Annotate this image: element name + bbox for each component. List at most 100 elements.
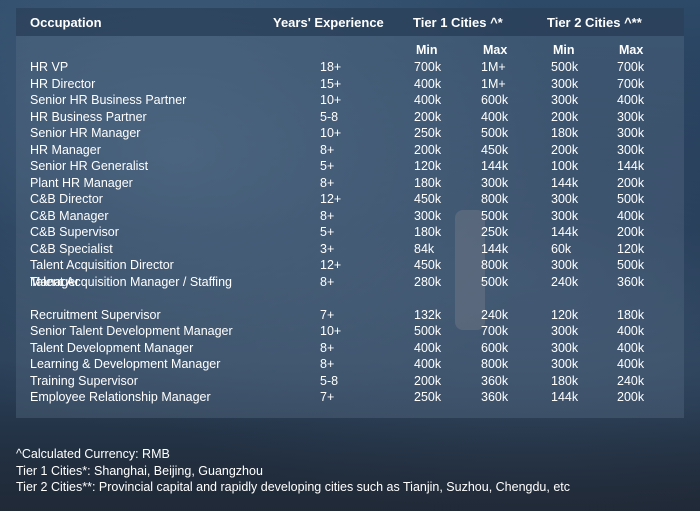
tier2-max-cell: 400k xyxy=(617,357,645,371)
tier1-max-cell: 800k xyxy=(481,258,509,272)
tier2-min-cell: 200k xyxy=(551,109,579,124)
tier1-min-cell: 500k xyxy=(414,324,442,338)
experience-cell: 5-8 xyxy=(320,109,339,124)
experience-cell: 15+ xyxy=(320,76,342,91)
tier2-max-cell: 400k xyxy=(617,208,645,223)
tier1-max-cell: 500k xyxy=(481,126,509,140)
footnotes: ^Calculated Currency: RMB Tier 1 Cities*… xyxy=(16,446,570,496)
experience-cell: 8+ xyxy=(320,208,335,223)
tier1-max-cell: 250k xyxy=(481,225,509,239)
table-header-band xyxy=(16,8,684,36)
occupation-cell: C&B Manager xyxy=(30,208,109,223)
experience-cell: 8+ xyxy=(320,357,335,371)
occupation-cell: Talent Acquisition Manager / Staffing xyxy=(30,274,232,289)
tier1-min-cell: 250k xyxy=(414,390,442,404)
tier2-min-cell: 60k xyxy=(551,241,572,256)
tier1-max-cell: 600k xyxy=(481,93,509,107)
header-tier2-min: Min xyxy=(553,43,575,57)
occupation-cell: HR Director xyxy=(30,76,96,91)
tier1-min-cell: 180k xyxy=(414,175,442,190)
tier2-min-cell: 300k xyxy=(551,208,579,223)
header-tier2-max: Max xyxy=(619,43,644,57)
salary-table-panel xyxy=(16,8,684,418)
occupation-cell: Talent Acquisition Director xyxy=(30,258,174,272)
tier1-max-cell: 600k xyxy=(481,340,509,355)
tier2-min-cell: 300k xyxy=(551,324,579,338)
tier1-min-cell: 400k xyxy=(414,93,442,107)
experience-cell: 18+ xyxy=(320,60,342,74)
occupation-cell: Recruitment Supervisor xyxy=(30,307,161,322)
tier1-min-cell: 120k xyxy=(414,159,442,173)
tier1-max-cell: 144k xyxy=(481,159,509,173)
tier2-min-cell: 300k xyxy=(551,93,579,107)
experience-cell: 7+ xyxy=(320,307,335,322)
occupation-cell-continued: Manager xyxy=(30,274,80,289)
experience-cell: 5+ xyxy=(320,225,335,239)
tier1-min-cell: 84k xyxy=(414,241,435,256)
tier2-min-cell: 180k xyxy=(551,126,579,140)
tier1-max-cell: 360k xyxy=(481,373,509,388)
header-tier1-cities: Tier 1 Cities ^* xyxy=(413,15,503,30)
occupation-cell: Senior HR Manager xyxy=(30,126,141,140)
tier2-min-cell: 144k xyxy=(551,225,579,239)
experience-cell: 8+ xyxy=(320,340,335,355)
experience-cell: 8+ xyxy=(320,274,335,289)
experience-cell: 12+ xyxy=(320,192,342,206)
tier1-min-cell: 132k xyxy=(414,307,442,322)
tier1-max-cell: 800k xyxy=(481,192,509,206)
tier2-max-cell: 700k xyxy=(617,76,645,91)
tier1-min-cell: 280k xyxy=(414,274,442,289)
tier1-min-cell: 200k xyxy=(414,142,442,157)
occupation-cell: C&B Supervisor xyxy=(30,225,119,239)
experience-cell: 10+ xyxy=(320,324,342,338)
occupation-cell: HR Business Partner xyxy=(30,109,147,124)
tier1-max-cell: 800k xyxy=(481,357,509,371)
tier2-max-cell: 200k xyxy=(617,175,645,190)
occupation-cell: Talent Development Manager xyxy=(30,340,194,355)
tier1-max-cell: 1M+ xyxy=(481,76,506,91)
experience-cell: 8+ xyxy=(320,175,335,190)
tier1-max-cell: 700k xyxy=(481,324,509,338)
tier1-min-cell: 400k xyxy=(414,76,442,91)
tier2-min-cell: 100k xyxy=(551,159,579,173)
background-mannequin xyxy=(455,210,485,330)
tier2-max-cell: 144k xyxy=(617,159,645,173)
tier1-max-cell: 360k xyxy=(481,390,509,404)
tier2-min-cell: 300k xyxy=(551,357,579,371)
tier2-max-cell: 200k xyxy=(617,225,645,239)
tier2-max-cell: 400k xyxy=(617,340,645,355)
occupation-cell: HR Manager xyxy=(30,142,101,157)
experience-cell: 5+ xyxy=(320,159,335,173)
tier2-min-cell: 300k xyxy=(551,76,579,91)
experience-cell: 7+ xyxy=(320,390,335,404)
tier1-min-cell: 200k xyxy=(414,109,442,124)
experience-cell: 10+ xyxy=(320,126,342,140)
occupation-cell: Senior HR Generalist xyxy=(30,159,149,173)
tier2-max-cell: 180k xyxy=(617,307,645,322)
tier2-min-cell: 180k xyxy=(551,373,579,388)
footnote-tier2: Tier 2 Cities**: Provincial capital and … xyxy=(16,480,571,494)
occupation-cell: Senior Talent Development Manager xyxy=(30,324,233,338)
occupation-cell: Training Supervisor xyxy=(30,373,138,388)
header-tier1-max: Max xyxy=(483,43,508,57)
occupation-cell: C&B Director xyxy=(30,192,103,206)
occupation-cell: Learning & Development Manager xyxy=(30,357,221,371)
experience-cell: 3+ xyxy=(320,241,335,256)
tier2-min-cell: 144k xyxy=(551,175,579,190)
tier2-max-cell: 300k xyxy=(617,126,645,140)
tier2-max-cell: 400k xyxy=(617,93,645,107)
header-occupation: Occupation xyxy=(30,15,102,30)
tier1-min-cell: 450k xyxy=(414,258,442,272)
occupation-cell: Plant HR Manager xyxy=(30,175,133,190)
tier2-max-cell: 360k xyxy=(617,274,645,289)
occupation-cell: Senior HR Business Partner xyxy=(30,93,187,107)
tier1-max-cell: 240k xyxy=(481,307,509,322)
tier2-max-cell: 200k xyxy=(617,390,645,404)
experience-cell: 5-8 xyxy=(320,373,339,388)
tier2-min-cell: 144k xyxy=(551,390,579,404)
tier1-max-cell: 1M+ xyxy=(481,60,506,74)
tier1-min-cell: 450k xyxy=(414,192,442,206)
tier1-max-cell: 144k xyxy=(481,241,509,256)
tier2-max-cell: 400k xyxy=(617,324,645,338)
tier2-max-cell: 500k xyxy=(617,258,645,272)
